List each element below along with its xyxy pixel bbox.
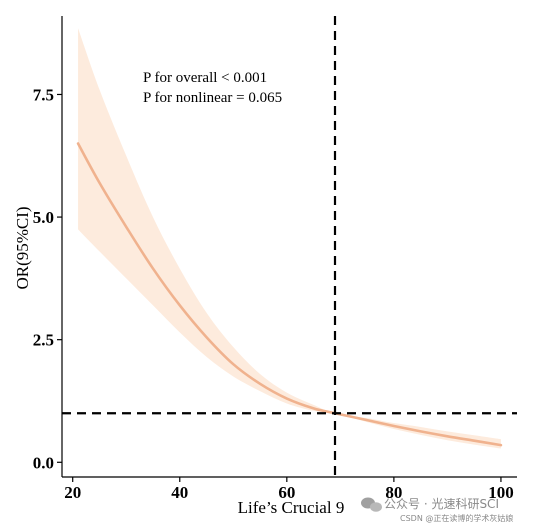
x-tick-label: 40: [171, 483, 188, 502]
y-axis-title: OR(95%CI): [13, 206, 32, 289]
x-tick-label: 60: [278, 483, 295, 502]
watermark: 公众号 · 光速科研SCI CSDN @正在读博的学术灰姑娘: [361, 497, 513, 523]
annotation-p-nonlinear: P for nonlinear = 0.065: [143, 90, 282, 106]
confidence-band: [78, 28, 501, 449]
y-tick-label: 0.0: [33, 453, 54, 472]
y-tick-label: 2.5: [33, 331, 54, 350]
y-tick-label: 7.5: [33, 85, 54, 104]
or-curve: [76, 142, 503, 447]
x-tick-label: 80: [385, 483, 402, 502]
x-axis-title: Life’s Crucial 9: [238, 498, 345, 517]
watermark-account: 公众号 · 光速科研SCI: [384, 497, 499, 511]
plot-area: 20 40 60 80 100 0.0 2.5 5.0 7.5: [33, 16, 517, 502]
y-tick-label: 5.0: [33, 208, 54, 227]
watermark-csdn: CSDN @正在读博的学术灰姑娘: [400, 513, 513, 523]
wechat-icon: [361, 497, 382, 512]
x-tick-label: 100: [488, 483, 514, 502]
annotation-p-overall: P for overall < 0.001: [143, 70, 267, 86]
x-tick-label: 20: [64, 483, 81, 502]
